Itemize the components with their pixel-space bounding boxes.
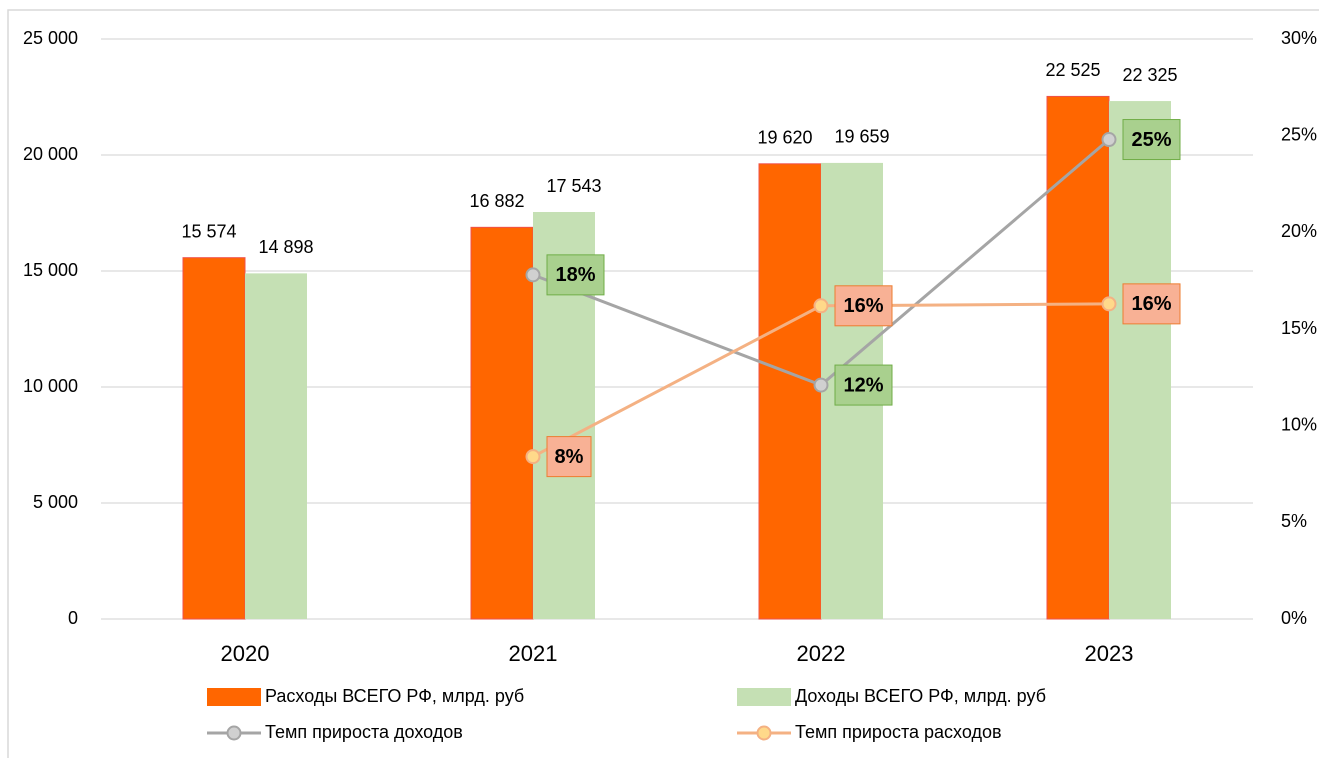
legend-label: Темп прироста расходов: [795, 722, 1002, 742]
y2-tick-label: 30%: [1281, 28, 1317, 48]
bar: [758, 163, 822, 620]
line-value-label: 16%: [843, 295, 883, 317]
line-marker: [1101, 132, 1117, 148]
bar-value-label: 22 525: [1045, 60, 1100, 80]
line-marker: [813, 298, 829, 314]
line-value-label: 12%: [843, 374, 883, 396]
legend-swatch: [737, 688, 791, 706]
line-marker: [525, 267, 541, 283]
bar: [470, 226, 534, 620]
legend-label: Доходы ВСЕГО РФ, млрд. руб: [795, 686, 1046, 706]
x-tick-label: 2023: [1085, 641, 1134, 666]
bar-value-label: 19 620: [757, 128, 812, 148]
legend-label: Расходы ВСЕГО РФ, млрд. руб: [265, 686, 524, 706]
legend-marker: [756, 725, 772, 741]
y-tick-label: 15 000: [23, 260, 78, 280]
data-label-box: [546, 254, 605, 296]
legend-marker: [226, 725, 242, 741]
bar: [182, 257, 246, 620]
y2-tick-label: 25%: [1281, 124, 1317, 144]
data-label-box: [834, 364, 893, 406]
bar-value-label: 17 543: [546, 176, 601, 196]
x-tick-label: 2020: [221, 641, 270, 666]
line-value-label: 16%: [1131, 293, 1171, 315]
legend-label: Темп прироста доходов: [265, 722, 463, 742]
bar-value-label: 19 659: [834, 127, 889, 147]
chart-border: [7, 9, 1319, 758]
line-marker: [813, 377, 829, 393]
y-tick-label: 20 000: [23, 144, 78, 164]
bar: [245, 273, 307, 619]
y2-tick-label: 0%: [1281, 608, 1307, 628]
y2-tick-label: 15%: [1281, 318, 1317, 338]
data-label-box: [834, 285, 893, 327]
data-label-box: [546, 436, 592, 478]
bar-value-label: 15 574: [181, 221, 236, 241]
line-value-label: 25%: [1131, 129, 1171, 151]
y-tick-label: 25 000: [23, 28, 78, 48]
y2-tick-label: 10%: [1281, 414, 1317, 434]
bar: [1109, 101, 1171, 619]
x-tick-label: 2022: [797, 641, 846, 666]
y-tick-label: 5 000: [33, 492, 78, 512]
bar-value-label: 16 882: [469, 191, 524, 211]
data-label-box: [1122, 119, 1181, 161]
bar: [1046, 95, 1110, 620]
line-value-label: 8%: [555, 446, 584, 468]
y2-tick-label: 5%: [1281, 511, 1307, 531]
legend-swatch: [207, 688, 261, 706]
y-tick-label: 0: [68, 608, 78, 628]
line-value-label: 18%: [555, 264, 595, 286]
data-label-box: [1122, 283, 1181, 325]
bar-value-label: 14 898: [258, 237, 313, 257]
line-marker: [525, 449, 541, 465]
bar-value-label: 22 325: [1122, 65, 1177, 85]
x-tick-label: 2021: [509, 641, 558, 666]
y-tick-label: 10 000: [23, 376, 78, 396]
line-marker: [1101, 296, 1117, 312]
y2-tick-label: 20%: [1281, 221, 1317, 241]
